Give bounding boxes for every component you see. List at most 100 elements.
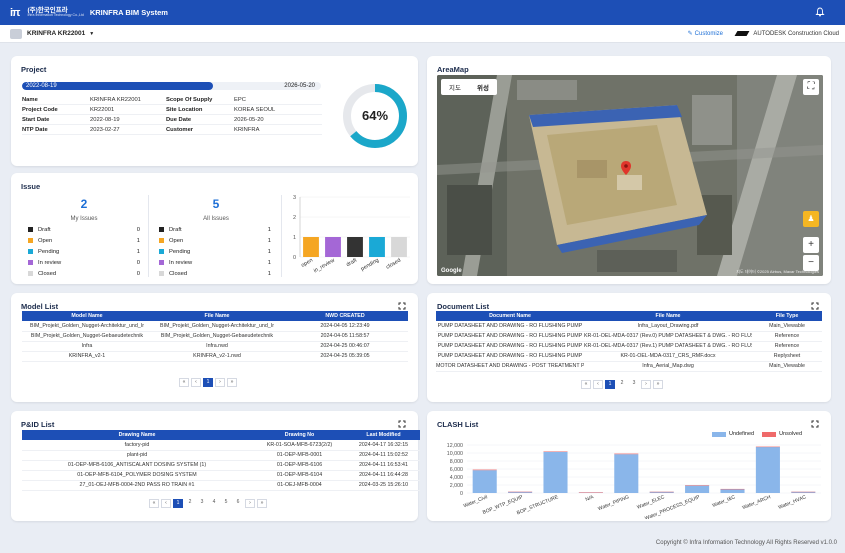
table-row[interactable]: BIM_Projekt_Golden_Nugget-Architektur_un… [22, 321, 408, 332]
page-button[interactable]: 5 [221, 499, 231, 508]
list-item[interactable]: In review 0 [28, 257, 140, 268]
expand-icon[interactable] [398, 420, 406, 428]
expand-icon[interactable] [811, 420, 819, 428]
prev-page-button[interactable]: ‹ [593, 380, 603, 389]
table-row[interactable]: PUMP DATASHEET AND DRAWING - RO FLUSHING… [436, 331, 822, 342]
table-row[interactable]: KRINFRA_v2-1 KRINFRA_v2-1.nwd 2024-04-25 0… [22, 351, 408, 362]
table-row[interactable]: factory-pid KR-01-SOA-MFB-6723(2/2) 2024-0… [22, 440, 420, 451]
column-header[interactable]: Model Name [22, 311, 152, 321]
fullscreen-icon[interactable]: ⛶ [803, 79, 819, 95]
last-page-button[interactable]: » [653, 380, 663, 389]
expand-icon[interactable] [398, 302, 406, 310]
bar-undefined-9[interactable] [791, 491, 816, 493]
bar-unsolved-3[interactable] [578, 492, 603, 493]
next-page-button[interactable]: › [215, 378, 225, 387]
bar-closed[interactable] [391, 237, 407, 257]
bar-unsolved-9[interactable] [791, 491, 816, 493]
bar-undefined-8[interactable] [755, 447, 780, 493]
list-item[interactable]: Closed 0 [28, 268, 140, 279]
table-row[interactable]: PUMP DATASHEET AND DRAWING - RO FLUSHING… [436, 341, 822, 352]
page-button[interactable]: 4 [209, 499, 219, 508]
tab-map[interactable]: 지도 [449, 85, 461, 92]
bar-open[interactable] [303, 237, 319, 257]
column-header[interactable]: Document Name [436, 311, 584, 321]
bar-unsolved-4[interactable] [614, 453, 639, 455]
bar-unsolved-2[interactable] [543, 451, 568, 452]
location-pin-icon[interactable] [621, 161, 631, 175]
bar-undefined-0[interactable] [472, 470, 497, 493]
page-button[interactable]: 3 [197, 499, 207, 508]
customize-button[interactable]: ✎ Customize [688, 30, 723, 38]
list-item[interactable]: Pending 1 [28, 246, 140, 257]
legend-undefined[interactable]: Undefined [729, 431, 755, 437]
list-item[interactable]: In review 1 [159, 257, 271, 268]
list-item[interactable]: Draft 0 [28, 224, 140, 235]
bar-unsolved-0[interactable] [472, 469, 497, 471]
bar-in_review[interactable] [325, 237, 341, 257]
table-row[interactable]: plant-pid 01-OEP-MFB-0001 2024-04-11 15:02… [22, 450, 420, 461]
column-header[interactable]: Drawing Name [22, 430, 252, 440]
page-button[interactable]: 1 [173, 499, 183, 508]
prev-page-button[interactable]: ‹ [161, 499, 171, 508]
zoom-in-button[interactable]: + [803, 237, 819, 253]
street-view-icon[interactable]: ♟ [803, 211, 819, 227]
page-button[interactable]: 1 [605, 380, 615, 389]
page-button[interactable]: 3 [629, 380, 639, 389]
next-page-button[interactable]: › [641, 380, 651, 389]
page-button[interactable]: 2 [617, 380, 627, 389]
table-row[interactable]: BIM_Projekt_Golden_Nugget-Gebaeudetechni… [22, 331, 408, 342]
bar-undefined-4[interactable] [614, 454, 639, 493]
company-logo[interactable]: iπ (주)한국인프라 Infra Information Technology… [10, 7, 84, 19]
list-item[interactable]: Closed 1 [159, 268, 271, 279]
bar-undefined-7[interactable] [720, 489, 745, 493]
bar-undefined-6[interactable] [685, 485, 710, 493]
column-header[interactable]: File Name [152, 311, 282, 321]
bar-unsolved-7[interactable] [720, 488, 745, 490]
list-item[interactable]: Draft 1 [159, 224, 271, 235]
bar-unsolved-8[interactable] [755, 446, 780, 448]
list-item[interactable]: Pending 1 [159, 246, 271, 257]
page-button[interactable]: 6 [233, 499, 243, 508]
table-row[interactable]: 01-OEP-MFB-6104_POLYMER DOSING SYSTEM 01-… [22, 470, 420, 481]
table-row[interactable]: PUMP DATASHEET AND DRAWING - RO FLUSHING… [436, 321, 822, 332]
my-issues-summary[interactable]: 2 My Issues [59, 197, 109, 222]
table-row[interactable]: PUMP DATASHEET AND DRAWING - RO FLUSHING… [436, 351, 822, 362]
list-item[interactable]: Open 1 [159, 235, 271, 246]
table-row[interactable]: 27_01-OEJ-MFB-0004-2ND PASS RO TRAIN #1 0… [22, 480, 420, 491]
first-page-button[interactable]: « [179, 378, 189, 387]
column-header[interactable]: Last Modified [347, 430, 420, 440]
bell-icon[interactable] [815, 7, 825, 17]
list-item[interactable]: Open 1 [28, 235, 140, 246]
table-row[interactable]: Infra Infra.nwd 2024-04-25 00:46:07 [22, 341, 408, 352]
last-page-button[interactable]: » [227, 378, 237, 387]
prev-page-button[interactable]: ‹ [191, 378, 201, 387]
column-header[interactable]: File Type [752, 311, 822, 321]
last-page-button[interactable]: » [257, 499, 267, 508]
bar-undefined-2[interactable] [543, 451, 568, 493]
expand-icon[interactable] [811, 302, 819, 310]
all-issues-summary[interactable]: 5 All Issues [191, 197, 241, 222]
zoom-out-button[interactable]: − [803, 255, 819, 271]
next-page-button[interactable]: › [245, 499, 255, 508]
page-button[interactable]: 1 [203, 378, 213, 387]
project-selector[interactable]: KRINFRA KR22001 ▼ [10, 28, 94, 39]
bar-pending[interactable] [369, 237, 385, 257]
column-header[interactable]: Drawing No [252, 430, 347, 440]
bar-draft[interactable] [347, 237, 363, 257]
bar-unsolved-6[interactable] [685, 485, 710, 486]
bar-undefined-5[interactable] [649, 491, 674, 493]
satellite-map[interactable]: 지도 위성 ⛶ ♟ + − Google 지도 데이터 ©2025 Airbus… [437, 75, 823, 276]
column-header[interactable]: File Name [584, 311, 752, 321]
tab-satellite[interactable]: 위성 [476, 85, 489, 92]
page-button[interactable]: 2 [185, 499, 195, 508]
bar-unsolved-1[interactable] [508, 491, 533, 493]
bar-unsolved-5[interactable] [649, 491, 674, 493]
first-page-button[interactable]: « [149, 499, 159, 508]
bar-undefined-1[interactable] [508, 491, 533, 493]
first-page-button[interactable]: « [581, 380, 591, 389]
legend-unsolved[interactable]: Unsolved [779, 431, 803, 437]
column-header[interactable]: NWD CREATED [282, 311, 408, 321]
table-row[interactable]: 01-OEP-MFB-6106_ANTISCALANT DOSING SYSTE… [22, 460, 420, 471]
table-row[interactable]: MOTOR DATASHEET AND DRAWING - POST TREAT… [436, 361, 822, 372]
autodesk-link[interactable]: AUTODESK Construction Cloud [734, 31, 839, 37]
